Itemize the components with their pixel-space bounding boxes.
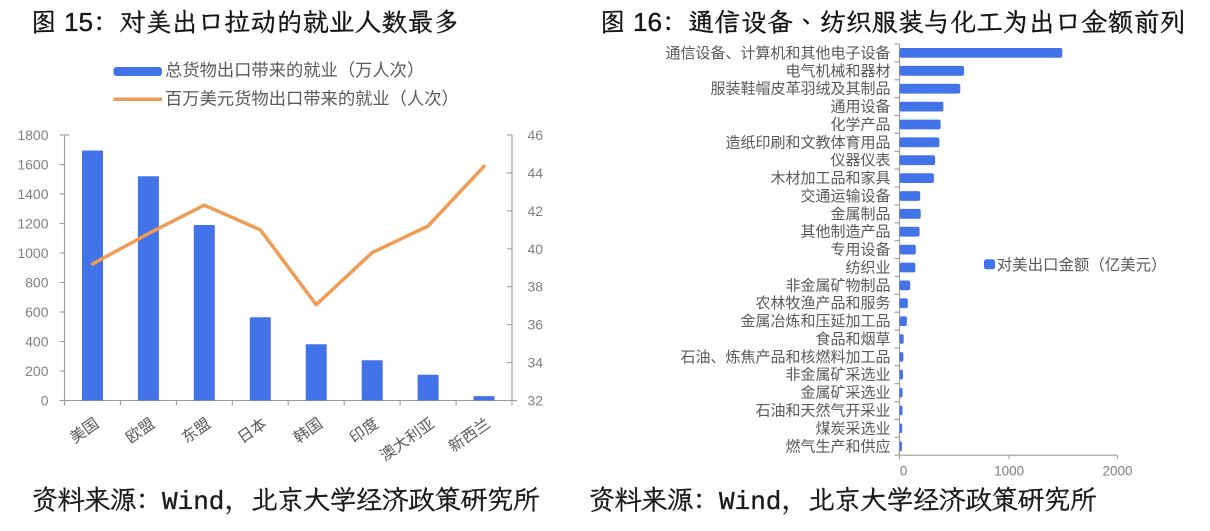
svg-text:农林牧渔产品和服务: 农林牧渔产品和服务 [755,295,890,312]
svg-text:对美出口金额（亿美元）: 对美出口金额（亿美元） [997,256,1167,274]
svg-text:石油、炼焦产品和核燃料加工品: 石油、炼焦产品和核燃料加工品 [680,348,890,366]
svg-text:总货物出口带来的就业（万人次）: 总货物出口带来的就业（万人次） [165,60,424,80]
svg-text:34: 34 [528,355,544,371]
svg-text:金属冶炼和压延加工品: 金属冶炼和压延加工品 [740,313,890,330]
svg-text:电气机械和器材: 电气机械和器材 [785,63,890,80]
svg-text:煤炭采选业: 煤炭采选业 [815,420,890,437]
svg-text:400: 400 [25,334,49,350]
svg-text:通信设备、计算机和其他电子设备: 通信设备、计算机和其他电子设备 [665,44,890,62]
svg-text:金属制品: 金属制品 [830,206,890,223]
svg-text:1000: 1000 [17,245,48,261]
svg-text:石油和天然气开采业: 石油和天然气开采业 [755,403,890,420]
svg-text:44: 44 [528,165,544,181]
svg-text:600: 600 [25,304,49,320]
svg-text:38: 38 [528,279,544,295]
svg-text:1800: 1800 [17,127,48,143]
svg-text:图 16：通信设备、纺织服装与化工为出口金额前列: 图 16：通信设备、纺织服装与化工为出口金额前列 [600,2,1186,39]
svg-text:通用设备: 通用设备 [830,99,890,116]
svg-text:其他制造产品: 其他制造产品 [800,224,890,241]
svg-text:燃气生产和供应: 燃气生产和供应 [785,437,890,455]
svg-text:32: 32 [528,393,544,409]
svg-text:交通运输设备: 交通运输设备 [800,187,890,205]
svg-text:金属矿采选业: 金属矿采选业 [800,385,890,402]
svg-text:木材加工品和家具: 木材加工品和家具 [770,170,890,187]
svg-text:1000: 1000 [994,464,1024,479]
svg-text:图 15：对美出口拉动的就业人数最多: 图 15：对美出口拉动的就业人数最多 [31,2,460,39]
svg-text:40: 40 [528,241,544,257]
svg-text:200: 200 [25,363,49,379]
svg-text:食品和烟草: 食品和烟草 [815,331,890,348]
svg-text:百万美元货物出口带来的就业（人次）: 百万美元货物出口带来的就业（人次） [165,89,459,109]
svg-text:0: 0 [900,464,908,479]
svg-text:1600: 1600 [17,157,48,173]
svg-text:资料来源：Wind，北京大学经济政策研究所: 资料来源：Wind，北京大学经济政策研究所 [31,478,540,517]
svg-text:非金属矿物制品: 非金属矿物制品 [785,277,890,294]
svg-text:纺织业: 纺织业 [845,260,890,277]
svg-text:非金属矿采选业: 非金属矿采选业 [785,367,890,384]
svg-text:800: 800 [25,275,49,291]
svg-text:造纸印刷和文教体育用品: 造纸印刷和文教体育用品 [725,134,890,151]
svg-text:资料来源：Wind，北京大学经济政策研究所: 资料来源：Wind，北京大学经济政策研究所 [588,478,1097,517]
svg-text:1400: 1400 [17,186,48,202]
svg-text:专用设备: 专用设备 [830,242,890,259]
svg-text:服装鞋帽皮革羽绒及其制品: 服装鞋帽皮革羽绒及其制品 [710,81,890,98]
svg-text:0: 0 [41,393,49,409]
svg-text:1200: 1200 [17,216,48,232]
svg-text:46: 46 [528,127,544,143]
svg-text:36: 36 [528,317,544,333]
svg-text:化学产品: 化学产品 [830,117,890,134]
svg-text:仪器仪表: 仪器仪表 [830,152,890,169]
svg-text:42: 42 [528,203,544,219]
svg-text:2000: 2000 [1102,464,1132,479]
